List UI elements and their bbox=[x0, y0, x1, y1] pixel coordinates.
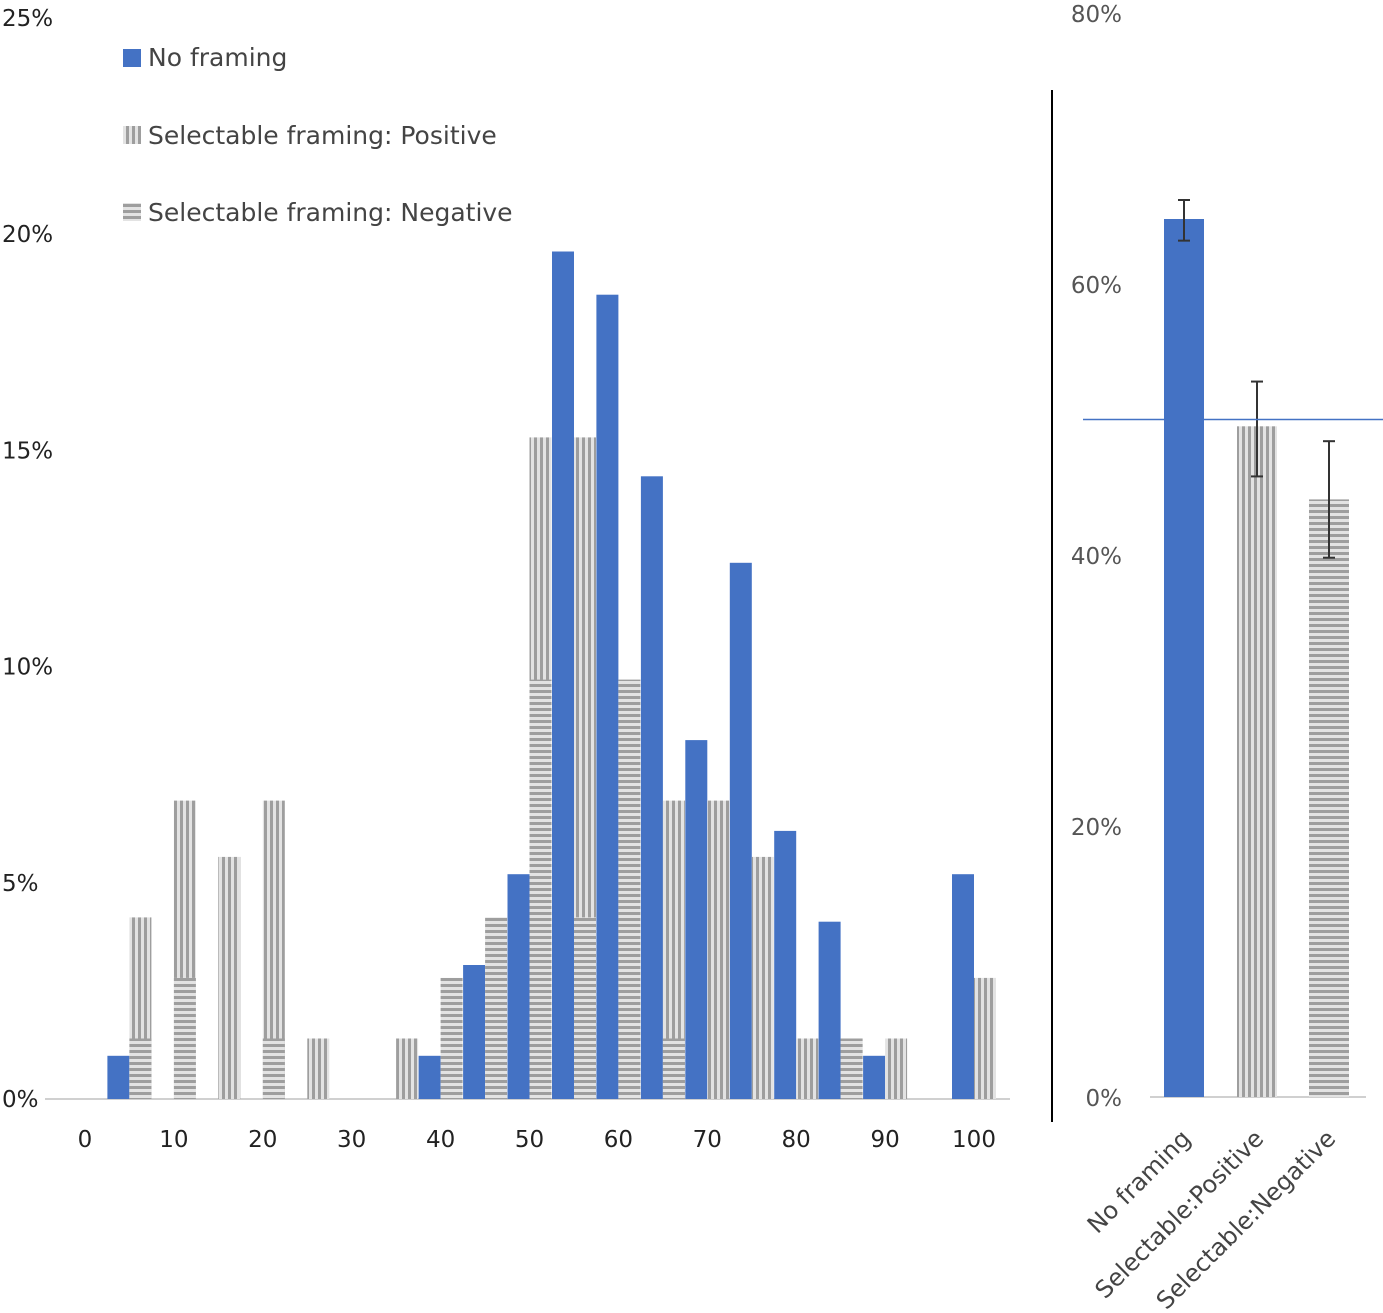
histogram-x-tick: 60 bbox=[604, 1127, 633, 1153]
histogram-x-tick: 50 bbox=[515, 1127, 544, 1153]
histogram-x-tick: 10 bbox=[159, 1127, 188, 1153]
summary-y-tick: 80% bbox=[1071, 2, 1122, 28]
bar-no-framing-40 bbox=[418, 1055, 441, 1099]
histogram-x-tick: 70 bbox=[693, 1127, 722, 1153]
summary-bar-positive bbox=[1237, 426, 1277, 1097]
bar-no-framing-70 bbox=[685, 740, 708, 1099]
histogram-x-tick: 40 bbox=[426, 1127, 455, 1153]
bar-negative-20 bbox=[262, 1038, 285, 1099]
bar-no-framing-45 bbox=[463, 965, 486, 1099]
histogram-y-tick: 15% bbox=[2, 438, 53, 464]
histogram-y-tick: 10% bbox=[2, 655, 53, 681]
bar-no-framing-55 bbox=[552, 251, 574, 1099]
histogram-chart: 0%5%10%15%20%25% 0 10 20 30 40 50 60 70 80 90 100 … bbox=[2, 6, 1010, 1153]
bar-negative-60 bbox=[618, 679, 641, 1099]
bar-no-framing-50 bbox=[507, 874, 530, 1099]
histogram-x-tick: 0 bbox=[78, 1127, 93, 1153]
bar-positive-25 bbox=[307, 1038, 330, 1099]
histogram-x-tick: 20 bbox=[248, 1127, 277, 1153]
legend-swatch-negative bbox=[123, 203, 141, 221]
bar-negative-85 bbox=[840, 1038, 863, 1099]
histogram-y-tick: 5% bbox=[2, 871, 39, 897]
summary-y-tick: 60% bbox=[1071, 273, 1122, 299]
bar-positive-35 bbox=[396, 1038, 419, 1099]
bar-positive-90 bbox=[885, 1038, 908, 1099]
bar-no-framing-60 bbox=[596, 294, 619, 1099]
bar-no-framing-85 bbox=[818, 921, 841, 1099]
bar-positive-15 bbox=[218, 856, 241, 1099]
bar-positive-20 bbox=[262, 800, 285, 1099]
histogram-x-tick: 100 bbox=[952, 1127, 996, 1153]
legend-label-no-framing: No framing bbox=[148, 43, 287, 72]
bar-no-framing-80 bbox=[774, 830, 797, 1099]
bar-negative-5 bbox=[129, 1038, 152, 1099]
bar-negative-10 bbox=[173, 977, 196, 1099]
summary-chart: 0%20%40%60%80% No framingSelectable:Posi… bbox=[1071, 2, 1383, 1313]
bar-negative-40 bbox=[440, 977, 463, 1099]
histogram-x-tick: 80 bbox=[782, 1127, 811, 1153]
legend-label-negative: Selectable framing: Negative bbox=[148, 198, 513, 227]
summary-y-tick: 20% bbox=[1071, 815, 1122, 841]
summary-y-tick: 0% bbox=[1086, 1086, 1123, 1112]
bar-positive-80 bbox=[796, 1038, 819, 1099]
bar-negative-65 bbox=[662, 1038, 685, 1099]
bar-negative-45 bbox=[485, 917, 508, 1099]
bar-positive-75 bbox=[751, 856, 774, 1099]
histogram-x-tick: 90 bbox=[870, 1127, 899, 1153]
histogram-y-tick: 20% bbox=[2, 222, 53, 248]
histogram-y-tick: 25% bbox=[2, 6, 53, 32]
legend: No framing Selectable framing: Positive … bbox=[123, 43, 513, 227]
bar-negative-55 bbox=[574, 917, 596, 1099]
histogram-x-tick: 30 bbox=[337, 1127, 366, 1153]
histogram-y-tick: 0% bbox=[2, 1087, 39, 1113]
bar-no-framing-5 bbox=[107, 1055, 130, 1099]
bar-no-framing-100 bbox=[952, 874, 974, 1099]
legend-label-positive: Selectable framing: Positive bbox=[148, 121, 497, 150]
legend-swatch-positive bbox=[123, 126, 141, 144]
bar-positive-100 bbox=[974, 977, 996, 1099]
bar-no-framing-65 bbox=[640, 476, 663, 1099]
summary-bar-no-framing bbox=[1164, 219, 1204, 1097]
bar-positive-65 bbox=[662, 800, 685, 1099]
summary-y-tick: 40% bbox=[1071, 544, 1122, 570]
bar-positive-70 bbox=[707, 800, 730, 1099]
bar-no-framing-90 bbox=[863, 1055, 886, 1099]
bar-no-framing-75 bbox=[729, 562, 752, 1099]
bar-negative-50 bbox=[529, 679, 552, 1099]
legend-swatch-no-framing bbox=[123, 49, 141, 67]
summary-bar-negative bbox=[1309, 499, 1349, 1097]
